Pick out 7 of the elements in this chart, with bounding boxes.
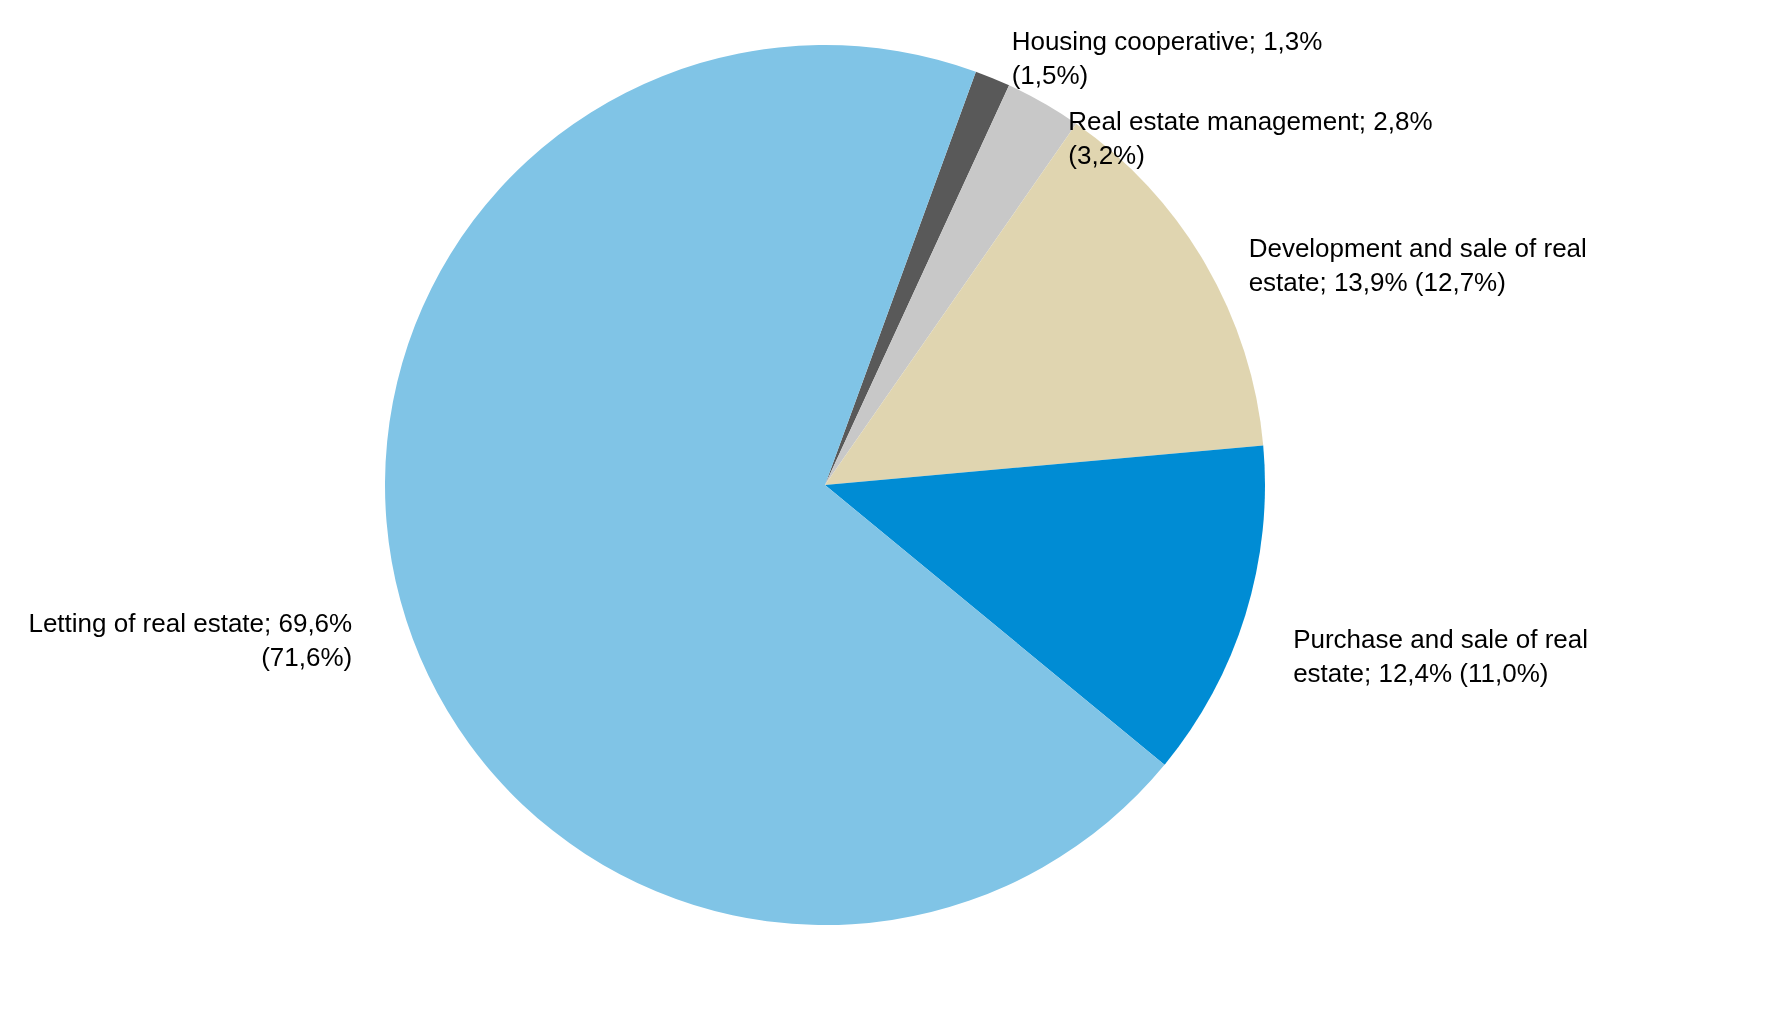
- slice-label: Housing cooperative; 1,3% (1,5%): [1011, 25, 1323, 90]
- slice-label: Development and sale of real estate; 13,9% (12,7%): [1248, 232, 1587, 297]
- pie-slice: [825, 71, 1010, 485]
- slice-label: Letting of real estate; 69,6% (71,6%): [28, 607, 353, 672]
- pie-slice: [825, 445, 1265, 765]
- slice-label: Real estate management; 2,8% (3,2%): [1068, 105, 1433, 170]
- slice-label: Purchase and sale of real estate; 12,4% (11,0%): [1293, 623, 1589, 688]
